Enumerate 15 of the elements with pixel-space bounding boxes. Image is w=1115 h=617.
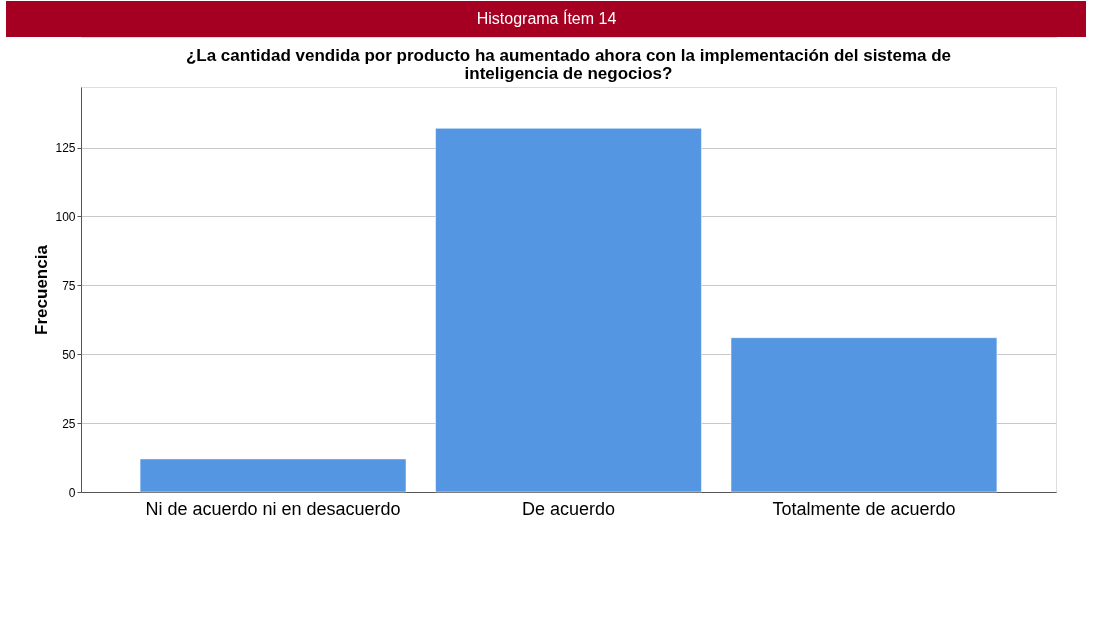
x-tick-label: Totalmente de acuerdo xyxy=(772,498,956,519)
bar xyxy=(139,458,407,493)
chart-subtitle: ¿La cantidad vendida por producto ha aumentado ahora con la implementación del sistema de inteligencia de negocios? xyxy=(185,46,952,83)
bar xyxy=(730,337,998,493)
y-tick-label: 100 xyxy=(55,209,76,224)
y-tick-label: 75 xyxy=(62,278,76,293)
x-tick-label: Ni de acuerdo ni en desacuerdo xyxy=(145,498,401,519)
y-tick-label: 0 xyxy=(68,485,76,500)
bar xyxy=(435,128,702,493)
y-tick-label: 50 xyxy=(62,347,76,362)
y-tick-label: 125 xyxy=(55,141,76,156)
y-tick-label: 25 xyxy=(62,416,76,431)
y-axis-title: Frecuencia xyxy=(32,244,52,335)
x-tick-label: De acuerdo xyxy=(521,498,616,519)
chart-title: Histograma Ítem 14 xyxy=(476,9,617,27)
